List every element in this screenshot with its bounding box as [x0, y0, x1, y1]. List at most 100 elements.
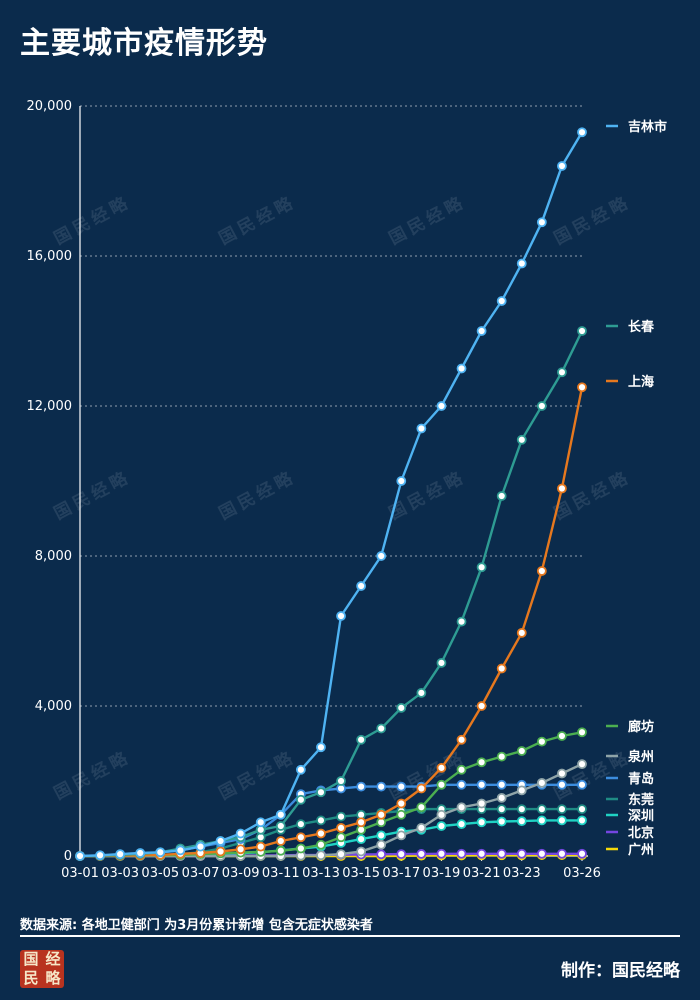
seal-char: 民: [23, 969, 39, 987]
legend-label: 深圳: [628, 808, 654, 824]
data-point: [557, 848, 567, 859]
watermark-text: 国民经略: [385, 191, 469, 249]
series-line: [79, 330, 584, 858]
data-point: [316, 742, 326, 753]
watermark-text: 国民经略: [215, 191, 299, 249]
data-point: [557, 161, 567, 171]
legend-label: 东莞: [628, 792, 654, 808]
data-point: [536, 736, 547, 747]
data-point: [577, 727, 587, 738]
data-point: [516, 816, 527, 827]
data-point: [577, 815, 587, 826]
watermark-text: 国民经略: [550, 191, 634, 249]
data-point: [396, 702, 407, 713]
data-point: [376, 809, 387, 820]
data-point: [336, 811, 346, 822]
legend-label: 泉州: [628, 749, 654, 765]
legend-label: 青岛: [628, 771, 654, 787]
legend-item: 深圳: [606, 808, 654, 824]
data-point: [416, 423, 427, 434]
y-tick-label: 8,000: [35, 549, 72, 564]
data-point: [215, 846, 226, 857]
data-point: [476, 326, 487, 336]
data-point: [356, 846, 367, 857]
watermark-text: 国民经略: [50, 191, 134, 249]
data-point: [557, 731, 567, 741]
data-point: [295, 764, 306, 775]
data-point: [275, 821, 286, 831]
data-point: [396, 849, 407, 860]
y-tick-label: 12,000: [27, 399, 73, 414]
data-point: [496, 491, 507, 501]
data-point: [316, 850, 326, 861]
data-point: [516, 785, 527, 796]
data-point: [75, 851, 85, 861]
data-point: [536, 217, 547, 228]
data-point: [396, 781, 407, 792]
data-point: [496, 663, 507, 674]
data-point: [456, 363, 467, 374]
data-point: [255, 841, 266, 852]
legend-label: 廊坊: [628, 719, 654, 735]
data-point: [536, 566, 547, 576]
data-point: [396, 809, 407, 820]
data-point: [496, 804, 507, 815]
legend-label: 吉林市: [628, 119, 667, 135]
data-point: [275, 845, 286, 856]
data-point: [115, 849, 126, 860]
data-point: [557, 815, 567, 826]
data-point: [456, 764, 467, 775]
data-point: [356, 781, 367, 792]
x-tick-label: 03-15: [342, 866, 380, 881]
data-point: [436, 809, 447, 820]
data-point: [536, 401, 547, 411]
data-point: [416, 822, 427, 833]
data-point: [456, 848, 467, 859]
x-tick-label: 03-17: [382, 866, 420, 881]
data-point: [516, 848, 527, 859]
x-tick-label: 03-01: [61, 866, 99, 881]
page-title: 主要城市疫情形势: [20, 26, 268, 61]
legend-item: 泉州: [606, 749, 654, 765]
data-point: [476, 757, 487, 768]
data-point: [536, 815, 547, 826]
watermark-text: 国民经略: [215, 746, 299, 804]
legend-item: 广州: [606, 842, 654, 858]
data-point: [356, 834, 367, 845]
data-point: [577, 848, 587, 859]
data-point: [557, 367, 567, 378]
data-point: [456, 616, 467, 627]
data-point: [416, 783, 427, 794]
seal-char: 略: [45, 969, 61, 987]
data-point: [536, 804, 547, 815]
series-吉林市: [75, 127, 587, 861]
series-layer: [75, 127, 587, 861]
data-point: [95, 850, 105, 861]
data-point: [175, 845, 186, 856]
data-point: [416, 802, 427, 813]
data-point: [396, 798, 407, 809]
data-point: [436, 848, 447, 859]
legend-label: 广州: [628, 842, 654, 858]
legend-item: 青岛: [606, 771, 654, 787]
data-point: [456, 734, 467, 745]
x-axis-ticks: 03-01 03-03 03-05 03-07 03-09 03-11 03-13 03-15…: [61, 856, 601, 881]
brand-seal: 国 经 民 略: [20, 950, 64, 988]
data-point: [516, 804, 527, 815]
y-tick-label: 0: [64, 849, 72, 864]
data-point: [516, 627, 527, 638]
data-point: [516, 746, 527, 756]
data-point: [476, 848, 487, 859]
data-point: [577, 382, 587, 393]
series-line: [79, 131, 584, 858]
watermark-text: 国民经略: [215, 466, 299, 524]
data-point: [295, 843, 306, 854]
legend-item: 北京: [606, 825, 654, 841]
legend-label: 北京: [628, 825, 654, 841]
data-point: [476, 779, 487, 790]
y-axis-ticks: 0 4,000 8,000 12,000 16,000 20,000: [27, 99, 73, 864]
data-source-note: 数据来源: 各地卫健部门 为3月份累计新增 包含无症状感染者: [20, 918, 373, 933]
data-point: [235, 828, 246, 839]
series-line: [79, 819, 582, 858]
